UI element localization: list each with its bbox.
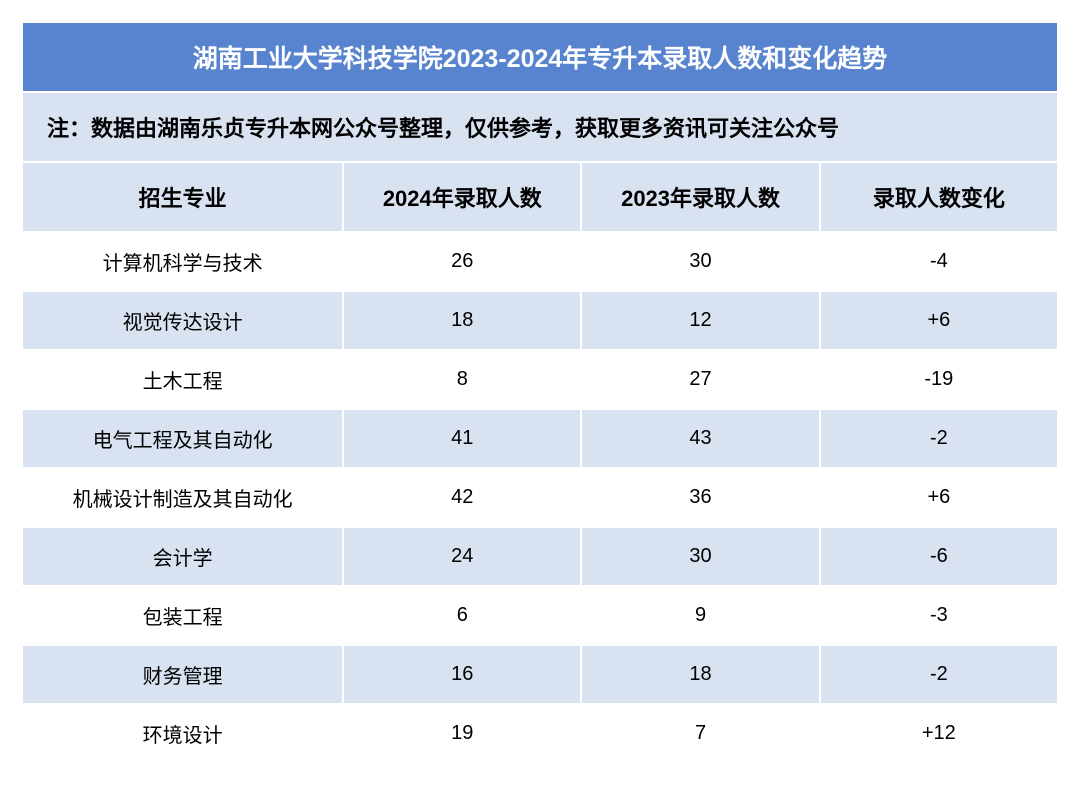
change-cell: -3 — [820, 586, 1058, 645]
count-cell: 30 — [581, 232, 819, 291]
count-cell: 30 — [581, 527, 819, 586]
table-row: 视觉传达设计1812+6 — [22, 291, 1058, 350]
major-cell: 会计学 — [22, 527, 343, 586]
major-cell: 电气工程及其自动化 — [22, 409, 343, 468]
count-cell: 18 — [343, 291, 581, 350]
major-cell: 包装工程 — [22, 586, 343, 645]
change-cell: -6 — [820, 527, 1058, 586]
title-row: 湖南工业大学科技学院2023-2024年专升本录取人数和变化趋势 — [22, 22, 1058, 92]
note-row: 注：数据由湖南乐贞专升本网公众号整理，仅供参考，获取更多资讯可关注公众号 — [22, 92, 1058, 162]
count-cell: 27 — [581, 350, 819, 409]
header-row: 招生专业2024年录取人数2023年录取人数录取人数变化 — [22, 162, 1058, 232]
change-cell: +6 — [820, 291, 1058, 350]
major-cell: 财务管理 — [22, 645, 343, 704]
count-cell: 6 — [343, 586, 581, 645]
major-cell: 机械设计制造及其自动化 — [22, 468, 343, 527]
table-row: 电气工程及其自动化4143-2 — [22, 409, 1058, 468]
major-cell: 视觉传达设计 — [22, 291, 343, 350]
table-row: 包装工程69-3 — [22, 586, 1058, 645]
count-cell: 43 — [581, 409, 819, 468]
table-row: 计算机科学与技术2630-4 — [22, 232, 1058, 291]
count-cell: 24 — [343, 527, 581, 586]
table-title: 湖南工业大学科技学院2023-2024年专升本录取人数和变化趋势 — [22, 22, 1058, 92]
count-cell: 26 — [343, 232, 581, 291]
count-cell: 12 — [581, 291, 819, 350]
count-cell: 7 — [581, 704, 819, 763]
change-cell: -4 — [820, 232, 1058, 291]
admissions-table: 湖南工业大学科技学院2023-2024年专升本录取人数和变化趋势注：数据由湖南乐… — [21, 21, 1059, 764]
major-cell: 土木工程 — [22, 350, 343, 409]
count-cell: 36 — [581, 468, 819, 527]
table-row: 财务管理1618-2 — [22, 645, 1058, 704]
count-cell: 18 — [581, 645, 819, 704]
column-header: 2024年录取人数 — [343, 162, 581, 232]
table-row: 会计学2430-6 — [22, 527, 1058, 586]
admissions-table-container: 湖南工业大学科技学院2023-2024年专升本录取人数和变化趋势注：数据由湖南乐… — [20, 20, 1060, 765]
count-cell: 42 — [343, 468, 581, 527]
count-cell: 41 — [343, 409, 581, 468]
count-cell: 8 — [343, 350, 581, 409]
table-body: 湖南工业大学科技学院2023-2024年专升本录取人数和变化趋势注：数据由湖南乐… — [22, 22, 1058, 763]
table-row: 环境设计197+12 — [22, 704, 1058, 763]
table-note: 注：数据由湖南乐贞专升本网公众号整理，仅供参考，获取更多资讯可关注公众号 — [22, 92, 1058, 162]
table-row: 土木工程827-19 — [22, 350, 1058, 409]
major-cell: 环境设计 — [22, 704, 343, 763]
count-cell: 9 — [581, 586, 819, 645]
change-cell: -19 — [820, 350, 1058, 409]
count-cell: 16 — [343, 645, 581, 704]
column-header: 录取人数变化 — [820, 162, 1058, 232]
column-header: 2023年录取人数 — [581, 162, 819, 232]
change-cell: -2 — [820, 409, 1058, 468]
change-cell: +6 — [820, 468, 1058, 527]
count-cell: 19 — [343, 704, 581, 763]
table-row: 机械设计制造及其自动化4236+6 — [22, 468, 1058, 527]
column-header: 招生专业 — [22, 162, 343, 232]
change-cell: +12 — [820, 704, 1058, 763]
change-cell: -2 — [820, 645, 1058, 704]
major-cell: 计算机科学与技术 — [22, 232, 343, 291]
